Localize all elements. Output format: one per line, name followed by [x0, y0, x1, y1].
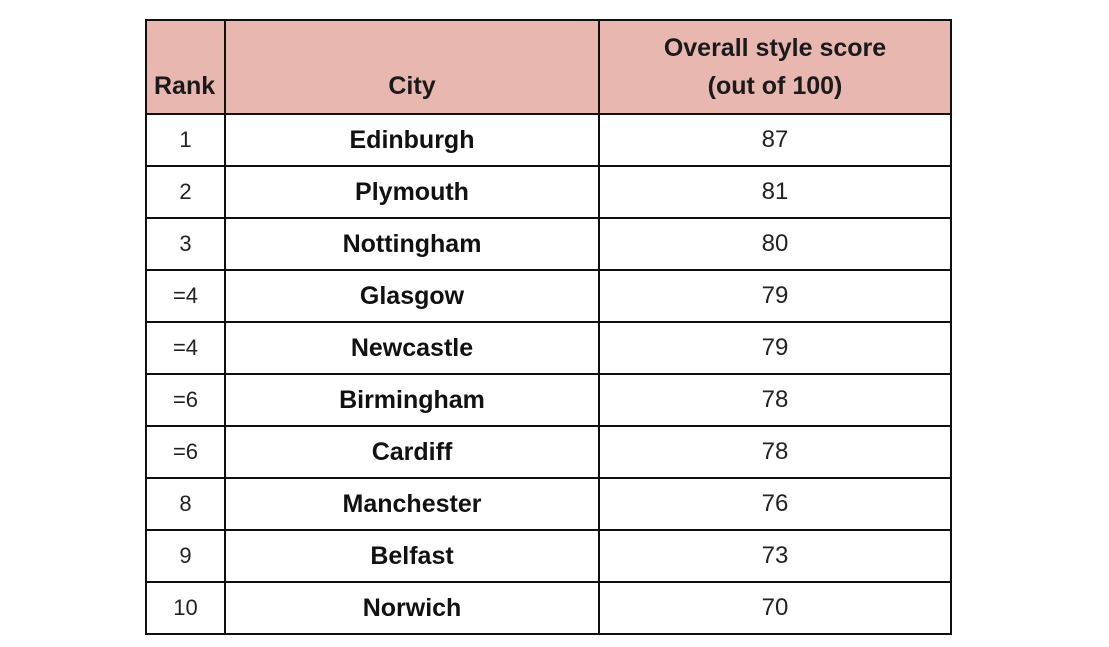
score-cell: 76 — [598, 477, 952, 531]
city-column-header: City — [224, 19, 600, 115]
rank-cell: 1 — [145, 113, 226, 167]
rank-cell: =4 — [145, 321, 226, 375]
score-cell: 87 — [598, 113, 952, 167]
score-cell: 78 — [598, 373, 952, 427]
rank-cell: 2 — [145, 165, 226, 219]
rank-cell: 3 — [145, 217, 226, 271]
header-row: Rank City Overall style score (out of 10… — [145, 19, 952, 115]
table-row: =6 Birmingham 78 — [145, 373, 952, 427]
table-row: 10 Norwich 70 — [145, 581, 952, 635]
score-cell: 70 — [598, 581, 952, 635]
score-cell: 73 — [598, 529, 952, 583]
score-cell: 79 — [598, 321, 952, 375]
city-cell: Plymouth — [224, 165, 600, 219]
city-cell: Newcastle — [224, 321, 600, 375]
rank-cell: 10 — [145, 581, 226, 635]
score-header-line-1: Overall style score — [663, 34, 887, 62]
rank-cell: =6 — [145, 373, 226, 427]
rank-cell: =6 — [145, 425, 226, 479]
city-style-ranking-table: Rank City Overall style score (out of 10… — [145, 19, 952, 635]
score-cell: 78 — [598, 425, 952, 479]
city-cell: Birmingham — [224, 373, 600, 427]
city-cell: Manchester — [224, 477, 600, 531]
table-row: 8 Manchester 76 — [145, 477, 952, 531]
table-body: 1 Edinburgh 87 2 Plymouth 81 3 Nottingham 80 =4 Gl… — [145, 113, 952, 635]
table-row: 9 Belfast 73 — [145, 529, 952, 583]
city-cell: Glasgow — [224, 269, 600, 323]
table-row: =4 Newcastle 79 — [145, 321, 952, 375]
score-column-header: Overall style score (out of 100) — [598, 19, 952, 115]
city-cell: Edinburgh — [224, 113, 600, 167]
table-row: 3 Nottingham 80 — [145, 217, 952, 271]
city-cell: Norwich — [224, 581, 600, 635]
score-cell: 80 — [598, 217, 952, 271]
score-cell: 79 — [598, 269, 952, 323]
rank-cell: 8 — [145, 477, 226, 531]
table-row: =6 Cardiff 78 — [145, 425, 952, 479]
score-cell: 81 — [598, 165, 952, 219]
city-cell: Nottingham — [224, 217, 600, 271]
table-row: 2 Plymouth 81 — [145, 165, 952, 219]
score-header-line-2: (out of 100) — [707, 72, 843, 100]
rank-cell: =4 — [145, 269, 226, 323]
table-row: 1 Edinburgh 87 — [145, 113, 952, 167]
rank-column-header: Rank — [145, 19, 226, 115]
city-cell: Belfast — [224, 529, 600, 583]
rank-cell: 9 — [145, 529, 226, 583]
city-cell: Cardiff — [224, 425, 600, 479]
table-row: =4 Glasgow 79 — [145, 269, 952, 323]
